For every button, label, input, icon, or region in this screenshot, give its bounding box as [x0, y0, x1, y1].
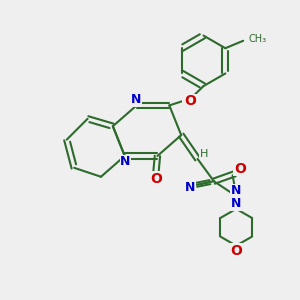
Text: O: O	[230, 244, 242, 258]
Text: O: O	[183, 95, 195, 110]
Text: N: N	[231, 184, 242, 197]
Text: N: N	[120, 155, 130, 168]
Text: N: N	[185, 181, 195, 194]
Text: CH₃: CH₃	[249, 34, 267, 44]
Text: N: N	[131, 93, 141, 106]
Text: N: N	[231, 197, 242, 210]
Text: H: H	[200, 148, 208, 159]
Text: O: O	[184, 94, 196, 108]
Text: O: O	[150, 172, 162, 186]
Text: O: O	[234, 162, 246, 176]
